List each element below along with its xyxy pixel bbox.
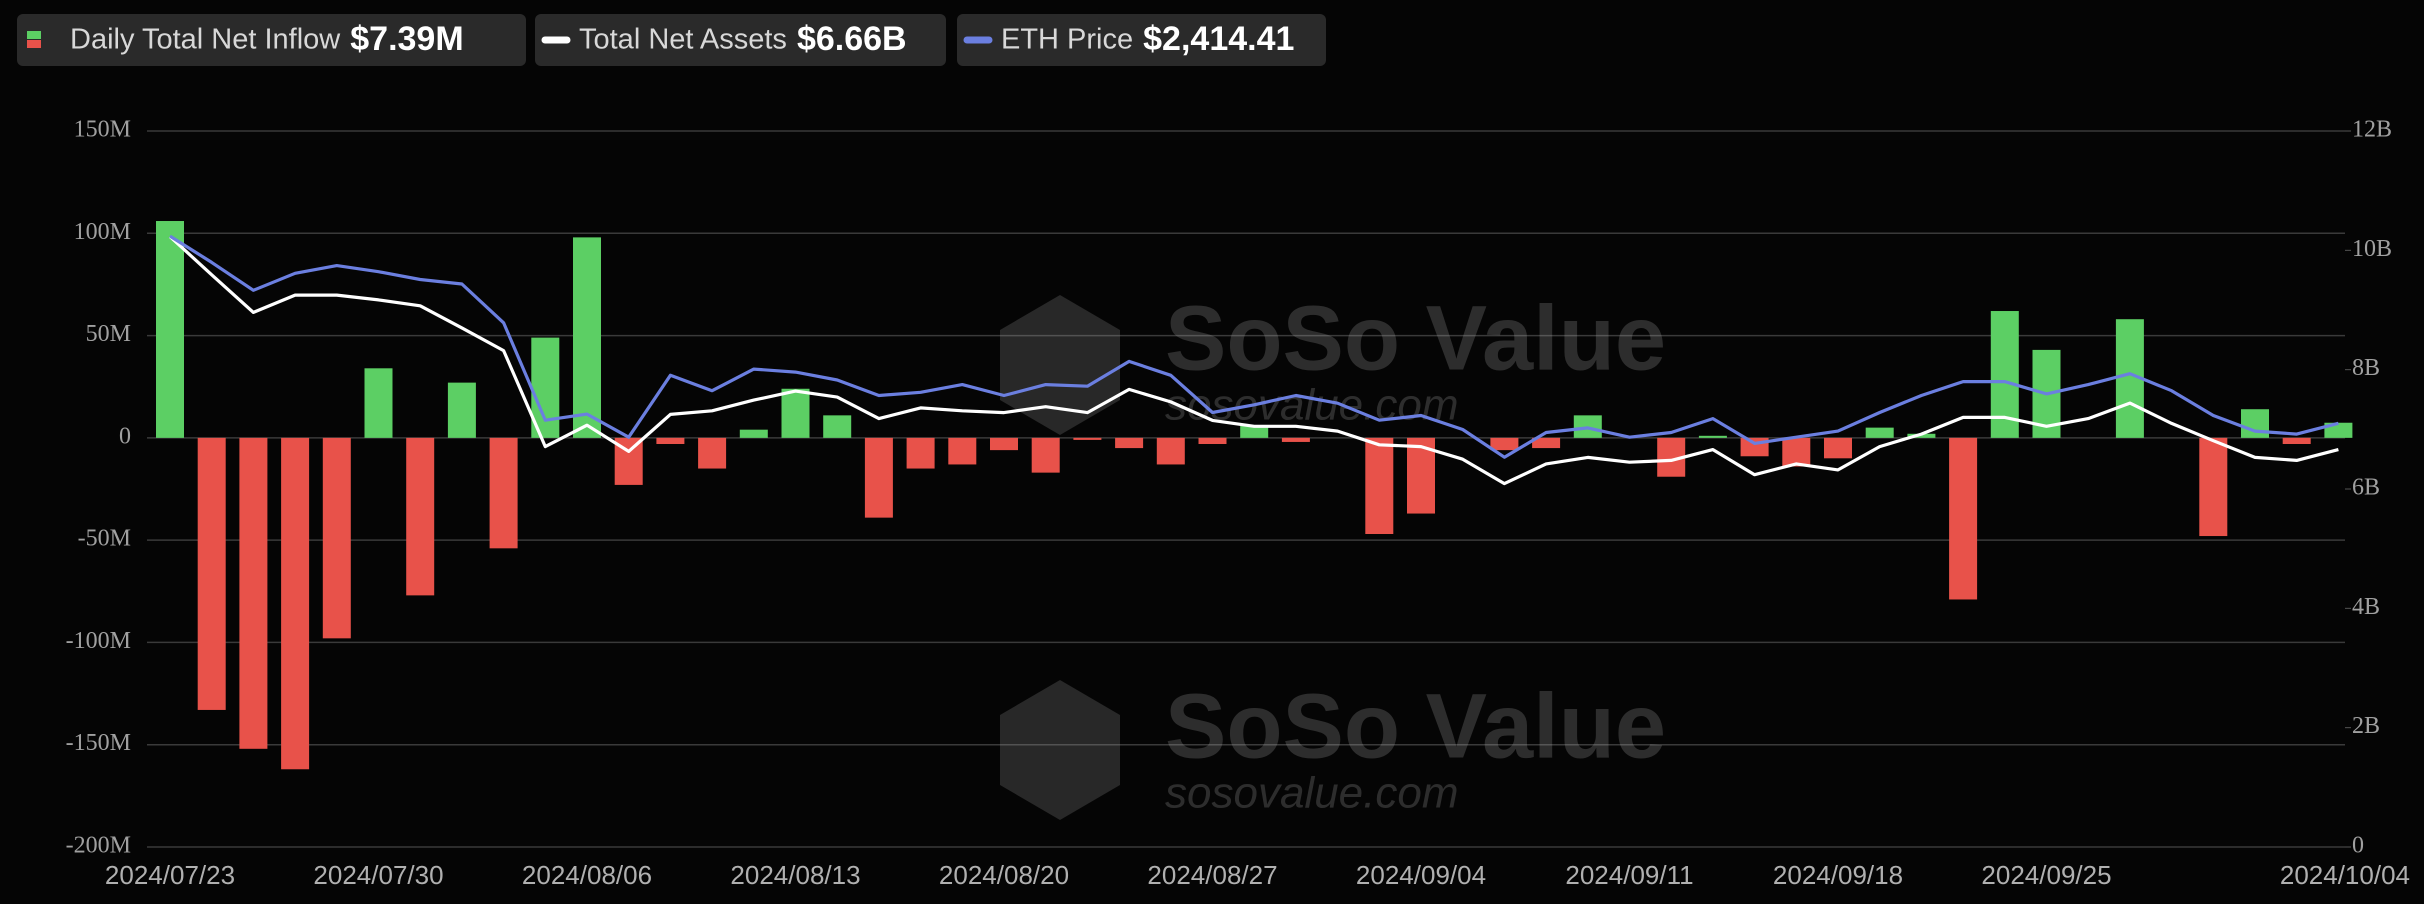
watermark-top: SoSo Value sosovalue.com <box>1000 287 1666 435</box>
legend-label: Daily Total Net Inflow <box>70 24 341 56</box>
watermark-brand: SoSo Value <box>1165 675 1666 777</box>
y2-tick-label: 10B <box>2352 236 2392 262</box>
legend-box <box>17 14 526 66</box>
watermark-logo <box>1000 295 1120 435</box>
y2-tick-label: 6B <box>2352 475 2380 501</box>
legend-swatch <box>27 40 41 48</box>
y-tick-label: 0 <box>119 423 131 449</box>
bar <box>1782 437 1811 467</box>
legend-value: $2,414.41 <box>1143 20 1294 58</box>
bar <box>1365 437 1394 535</box>
bar <box>239 437 268 749</box>
legend-box <box>535 14 946 66</box>
bar <box>1532 437 1561 449</box>
y2-tick-label: 8B <box>2352 355 2380 381</box>
y2-tick-label: 2B <box>2352 713 2380 739</box>
bar <box>948 437 977 465</box>
legend-label: ETH Price <box>1001 24 1133 56</box>
x-tick-label: 2024/08/20 <box>939 860 1069 890</box>
x-tick-label: 2024/07/30 <box>313 860 443 890</box>
y-tick-label: -100M <box>66 628 131 654</box>
y2-tick-label: 0 <box>2352 833 2364 859</box>
y-tick-label: 50M <box>86 321 131 347</box>
bar <box>197 437 226 710</box>
bar <box>1115 437 1144 449</box>
legend-item: Daily Total Net Inflow $7.39M <box>17 14 526 66</box>
bar <box>990 437 1018 451</box>
watermark-bottom: SoSo Value sosovalue.com <box>1000 675 1666 820</box>
bar <box>573 237 601 438</box>
x-tick-label: 2024/10/04 <box>2280 860 2410 890</box>
bar <box>1281 437 1310 442</box>
bar <box>1865 427 1894 438</box>
x-tick-label: 2024/08/13 <box>730 860 860 890</box>
watermark-site: sosovalue.com <box>1165 381 1458 430</box>
bar <box>781 388 810 438</box>
bar <box>156 221 184 438</box>
line <box>169 234 2339 459</box>
bar <box>739 429 768 438</box>
bar <box>2199 437 2228 537</box>
legend-value: $7.39M <box>350 20 463 58</box>
watermark-brand: SoSo Value <box>1165 287 1666 389</box>
bar <box>1240 425 1269 438</box>
legend-item: ETH Price $2,414.41 <box>957 14 1326 66</box>
legend-box <box>957 14 1326 66</box>
legend-value: $6.66B <box>797 20 907 58</box>
bar <box>2282 437 2311 444</box>
y2-tick-label: 4B <box>2352 594 2380 620</box>
x-tick-label: 2024/07/23 <box>105 860 235 890</box>
bar <box>322 437 351 639</box>
legend-item: Total Net Assets $6.66B <box>535 14 946 66</box>
bar <box>447 382 476 438</box>
bar <box>864 437 893 518</box>
bar <box>1198 437 1227 444</box>
bar <box>906 437 935 469</box>
bar <box>364 368 393 438</box>
bar <box>1824 437 1852 459</box>
bar <box>2241 409 2269 438</box>
bar <box>281 437 310 770</box>
x-tick-label: 2024/08/06 <box>522 860 652 890</box>
legend-swatch <box>27 31 41 39</box>
watermarks: SoSo Value sosovalue.com SoSo Value soso… <box>1000 287 1666 820</box>
x-tick-label: 2024/09/04 <box>1356 860 1486 890</box>
bar <box>1907 433 1936 438</box>
bar <box>406 437 435 596</box>
y-tick-label: -50M <box>78 526 131 552</box>
bar <box>489 437 518 549</box>
watermark-site: sosovalue.com <box>1165 769 1458 818</box>
y-tick-label: -200M <box>66 833 131 859</box>
bar <box>823 415 852 438</box>
line <box>168 235 2339 486</box>
bar <box>656 437 685 444</box>
bar <box>1031 437 1060 473</box>
bar <box>1490 437 1519 451</box>
x-tick-label: 2024/08/27 <box>1147 860 1277 890</box>
watermark-logo <box>1000 680 1120 820</box>
x-tick-label: 2024/09/11 <box>1565 860 1693 890</box>
x-tick-label: 2024/09/18 <box>1773 860 1903 890</box>
bar <box>1949 437 1978 600</box>
bar <box>1073 437 1102 440</box>
y-tick-label: 100M <box>74 219 131 245</box>
y-tick-label: -150M <box>66 730 131 756</box>
x-tick-label: 2024/09/25 <box>1981 860 2111 890</box>
legend-label: Total Net Assets <box>579 24 787 56</box>
y2-tick-label: 12B <box>2352 117 2392 143</box>
y-tick-label: 150M <box>74 117 131 143</box>
bar <box>1698 435 1727 438</box>
bar <box>698 437 727 469</box>
bar <box>1156 437 1185 465</box>
